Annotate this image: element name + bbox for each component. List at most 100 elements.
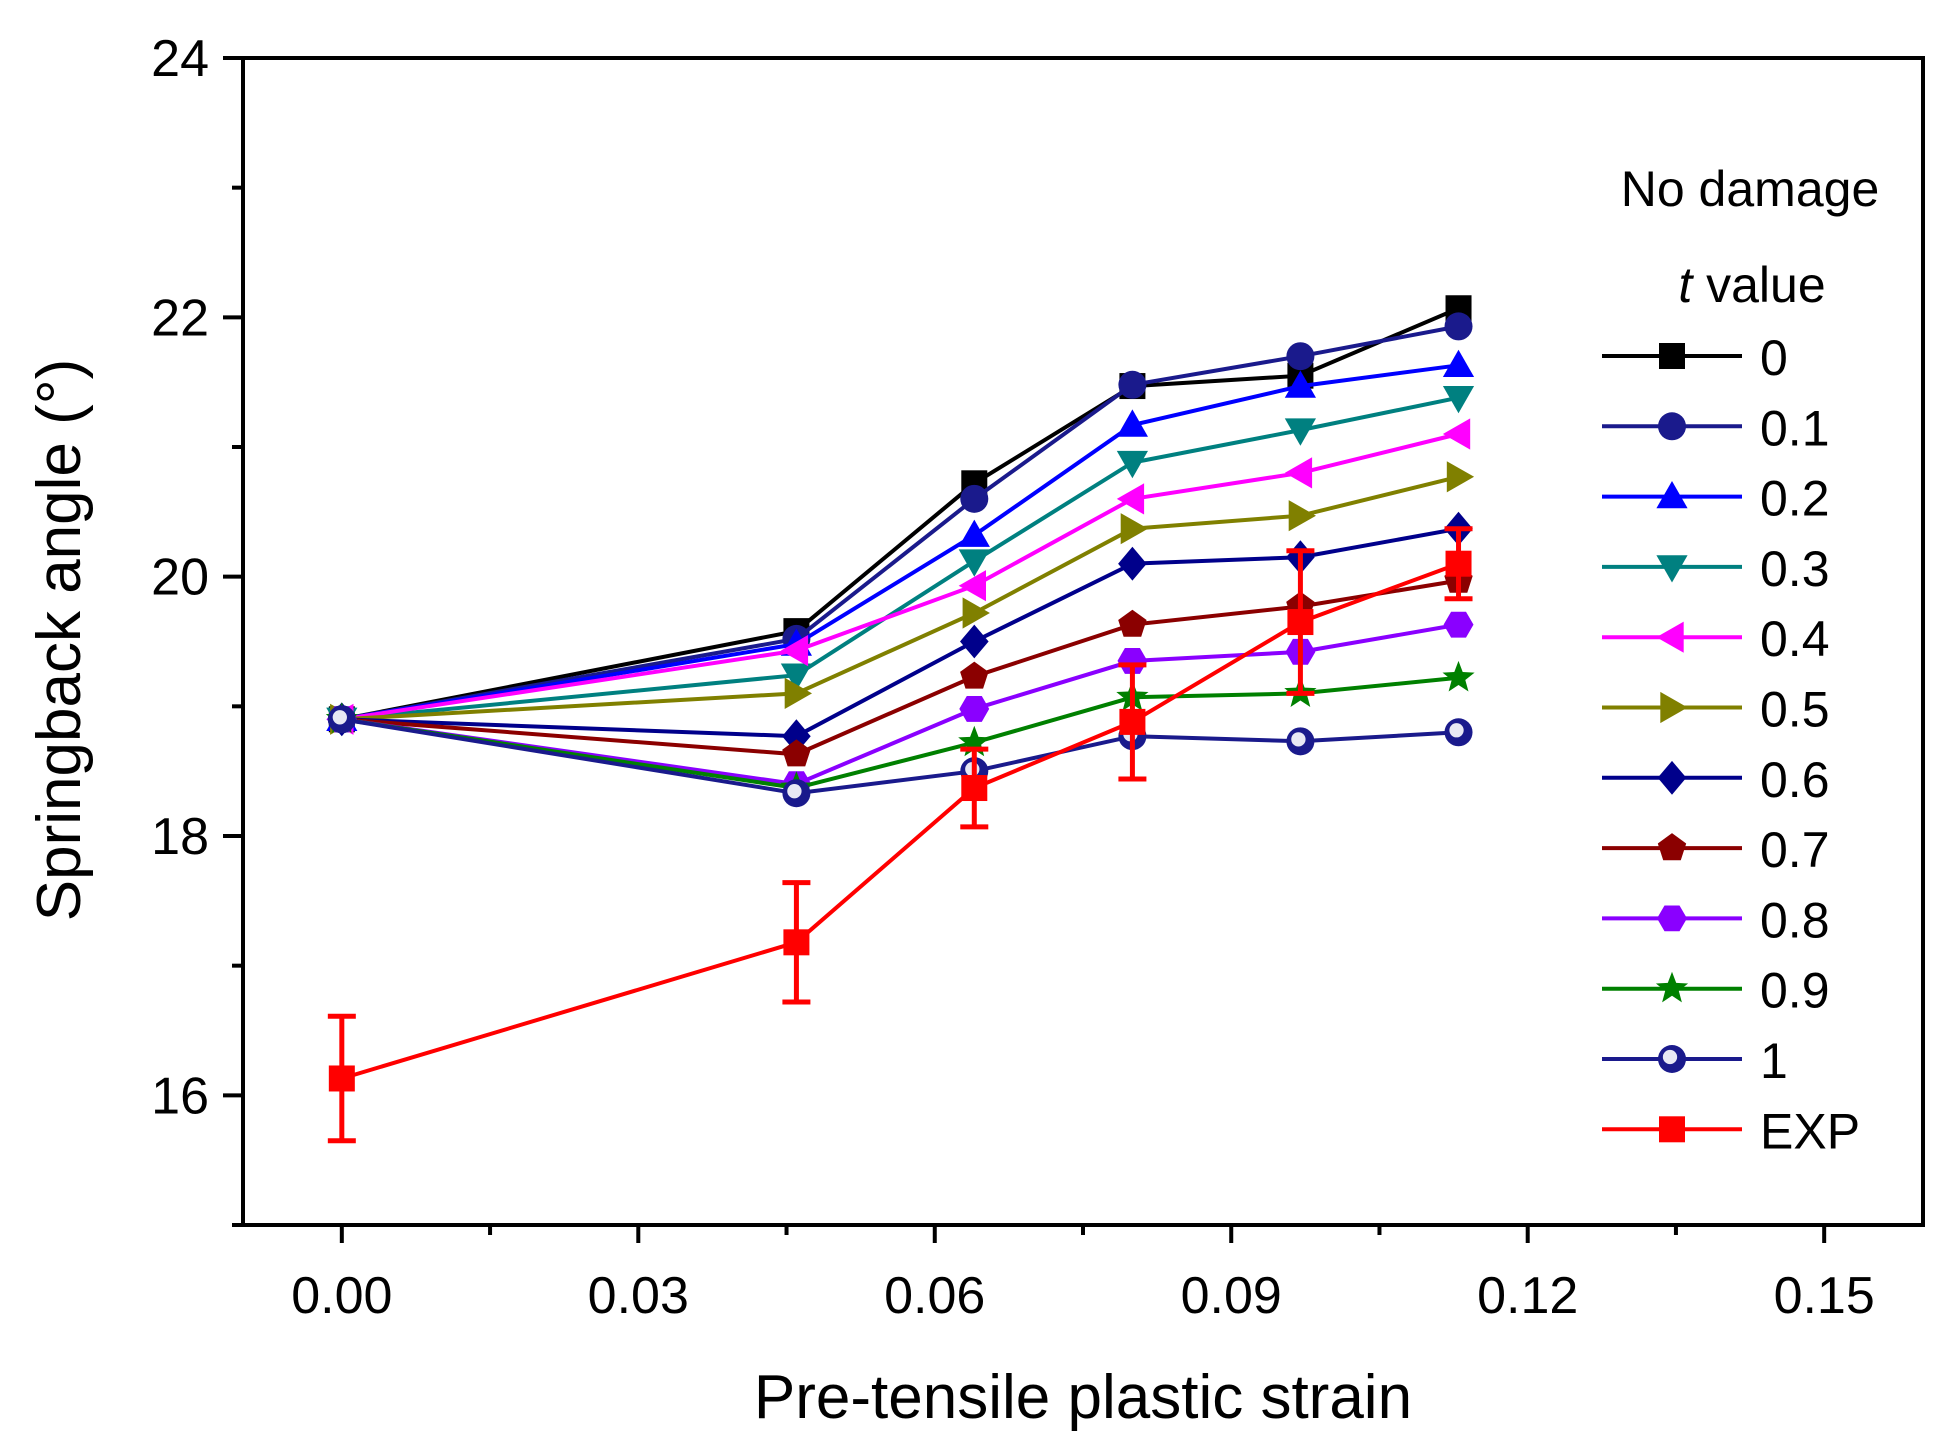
- legend-label: 0.1: [1760, 400, 1830, 456]
- data-point: [958, 725, 991, 757]
- data-point: [328, 1065, 355, 1092]
- data-point: [1442, 418, 1471, 450]
- legend-entry-EXP: EXP: [1602, 1103, 1860, 1159]
- data-point: [1286, 342, 1315, 371]
- x-tick-label: 0.00: [291, 1267, 392, 1325]
- x-tick-label: 0.09: [1181, 1267, 1282, 1325]
- legend-label: 0.5: [1760, 682, 1830, 738]
- series-line: [341, 675, 1459, 791]
- data-point: [1116, 450, 1148, 479]
- series-line: [341, 526, 1459, 739]
- data-point: [1119, 708, 1146, 735]
- data-point: [960, 624, 989, 659]
- data-point: [1446, 461, 1475, 493]
- legend-label: 0.2: [1760, 471, 1830, 527]
- data-point: [1118, 609, 1147, 637]
- data-point: [1445, 550, 1472, 577]
- axes: 0.00 0.03 0.06 0.09 0.12 0.15 16 18 20 22 24: [151, 30, 1875, 1325]
- legend-entry-0-1: 0.1: [1602, 400, 1830, 456]
- data-point: [1287, 609, 1314, 636]
- legend-entry-0: 0: [1602, 330, 1788, 386]
- legend-label: EXP: [1760, 1103, 1860, 1159]
- legend-marker: [1657, 833, 1687, 861]
- data-point: [960, 484, 989, 513]
- legend-marker: [1657, 905, 1687, 932]
- data-point: [958, 570, 986, 602]
- data-point: [1120, 513, 1148, 545]
- legend-marker: [1658, 412, 1686, 441]
- legend-subheader: t value: [1678, 257, 1825, 313]
- series-line: [341, 578, 1459, 757]
- data-point: [1288, 500, 1316, 532]
- legend-entry-0-9: 0.9: [1602, 963, 1830, 1019]
- data-point: [958, 519, 990, 547]
- data-point: [1116, 483, 1145, 515]
- data-point: [960, 661, 989, 689]
- legend-label: 0.9: [1760, 963, 1830, 1019]
- data-point: [1118, 370, 1147, 399]
- legend-marker: [1660, 691, 1688, 724]
- legend: No damage t value 0 0.1 0.2 0.3 0.4 0.5 0.6 0.7…: [1602, 161, 1879, 1159]
- y-tick-label: 20: [151, 549, 209, 607]
- legend-label: 0.7: [1760, 822, 1830, 878]
- data-point: [780, 663, 812, 691]
- data-point: [783, 929, 810, 956]
- data-point: [1118, 546, 1147, 581]
- x-axis-label: Pre-tensile plastic strain: [754, 1363, 1412, 1432]
- legend-marker-highlight: [1662, 1049, 1678, 1065]
- legend-label: 0.8: [1760, 892, 1830, 948]
- legend-subheader-t: t: [1678, 257, 1694, 313]
- data-point: [962, 597, 990, 629]
- data-point: [782, 739, 811, 767]
- series-line: [341, 622, 1459, 787]
- legend-entry-0-4: 0.4: [1602, 611, 1830, 667]
- legend-entry-0-5: 0.5: [1602, 682, 1830, 738]
- data-point: [1284, 418, 1316, 446]
- legend-label: 0.4: [1760, 611, 1830, 667]
- data-point: [1284, 457, 1313, 489]
- data-point: [1442, 349, 1475, 377]
- legend-entry-0-2: 0.2: [1602, 471, 1830, 527]
- data-point-highlight: [787, 784, 802, 799]
- x-tick-label: 0.06: [884, 1267, 985, 1325]
- data-point-highlight: [1291, 732, 1306, 747]
- x-tick-label: 0.03: [588, 1267, 689, 1325]
- data-point: [1442, 386, 1475, 414]
- data-point-highlight: [332, 710, 347, 725]
- legend-marker: [1659, 1116, 1685, 1143]
- legend-entry-0-3: 0.3: [1602, 541, 1830, 597]
- data-point: [959, 696, 990, 722]
- series-EXP: [327, 526, 1473, 1144]
- series-line: [341, 324, 1459, 722]
- series-line: [341, 561, 1460, 1081]
- legend-label: 0.6: [1760, 752, 1830, 808]
- series-line: [341, 306, 1460, 722]
- x-tick-label: 0.15: [1774, 1267, 1875, 1325]
- legend-entry-0-6: 0.6: [1602, 752, 1830, 808]
- data-point: [961, 775, 988, 802]
- data-point: [780, 635, 809, 667]
- y-tick-label: 16: [151, 1067, 209, 1125]
- y-tick-label: 18: [151, 808, 209, 866]
- legend-entry-0-8: 0.8: [1602, 892, 1830, 948]
- legend-entry-0-7: 0.7: [1602, 822, 1830, 878]
- series-group: [325, 295, 1475, 1144]
- legend-label: 0: [1760, 330, 1788, 386]
- legend-marker: [1656, 555, 1688, 583]
- data-point: [1444, 312, 1473, 341]
- legend-label: 0.3: [1760, 541, 1830, 597]
- series-line: [341, 395, 1459, 722]
- legend-marker: [1657, 760, 1687, 795]
- data-point: [1443, 611, 1474, 638]
- data-point: [1117, 648, 1148, 674]
- y-tick-label: 24: [151, 30, 209, 88]
- data-point: [958, 549, 990, 577]
- data-point: [784, 677, 812, 709]
- data-point-highlight: [1449, 723, 1464, 738]
- series-line: [341, 474, 1459, 722]
- data-point: [1284, 370, 1316, 398]
- series-1: [327, 705, 1473, 808]
- data-point: [1116, 409, 1148, 437]
- y-axis-label: Springback angle (°): [25, 359, 94, 921]
